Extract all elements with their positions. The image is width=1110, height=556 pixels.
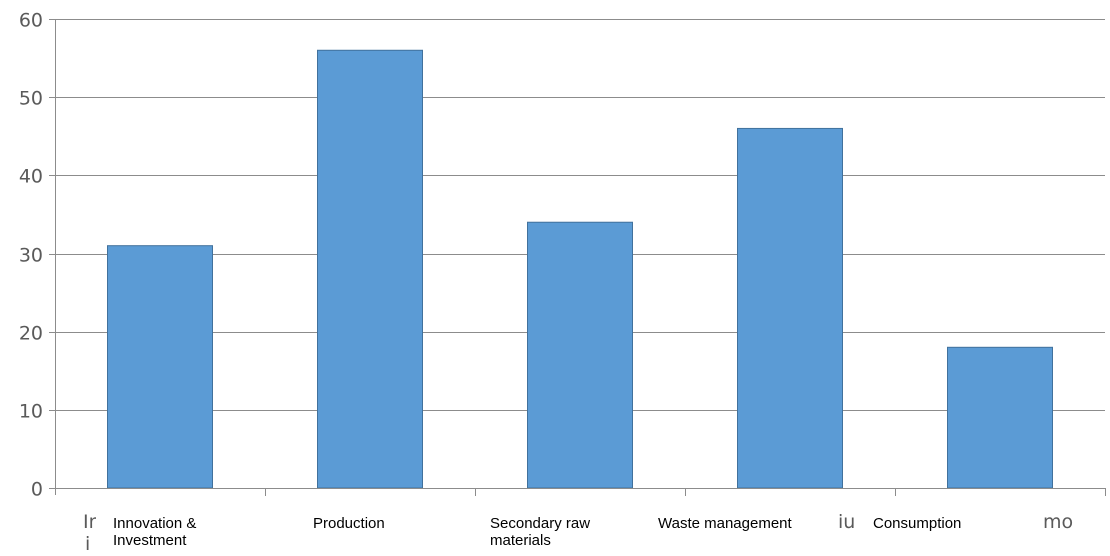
- y-tick-label-60: 60: [19, 10, 43, 32]
- category-label-innovation: Innovation & Investment: [113, 515, 197, 549]
- y-tick-label-10: 10: [19, 401, 43, 423]
- y-tick-label-20: 20: [19, 323, 43, 345]
- y-tick-label-30: 30: [19, 245, 43, 267]
- category-label-production: Production: [313, 515, 385, 532]
- y-tick-label-0: 0: [31, 479, 43, 501]
- category-label-waste-management: Waste management: [658, 515, 792, 532]
- stray-label-i: i: [85, 534, 91, 554]
- bar-3: [737, 127, 843, 489]
- y-tick-label-40: 40: [19, 166, 43, 188]
- category-label-consumption: Consumption: [873, 515, 962, 532]
- category-label-secondary-raw-materials: Secondary raw materials: [490, 515, 591, 549]
- bar-4: [947, 346, 1053, 489]
- stray-label-in: In: [83, 512, 96, 532]
- stray-label-iu: iu: [838, 512, 856, 532]
- bar-1: [317, 49, 423, 489]
- y-tick-label-50: 50: [19, 88, 43, 110]
- bar-2: [527, 221, 633, 489]
- stray-label-mo: mo: [1043, 512, 1074, 532]
- bar-0: [107, 245, 213, 489]
